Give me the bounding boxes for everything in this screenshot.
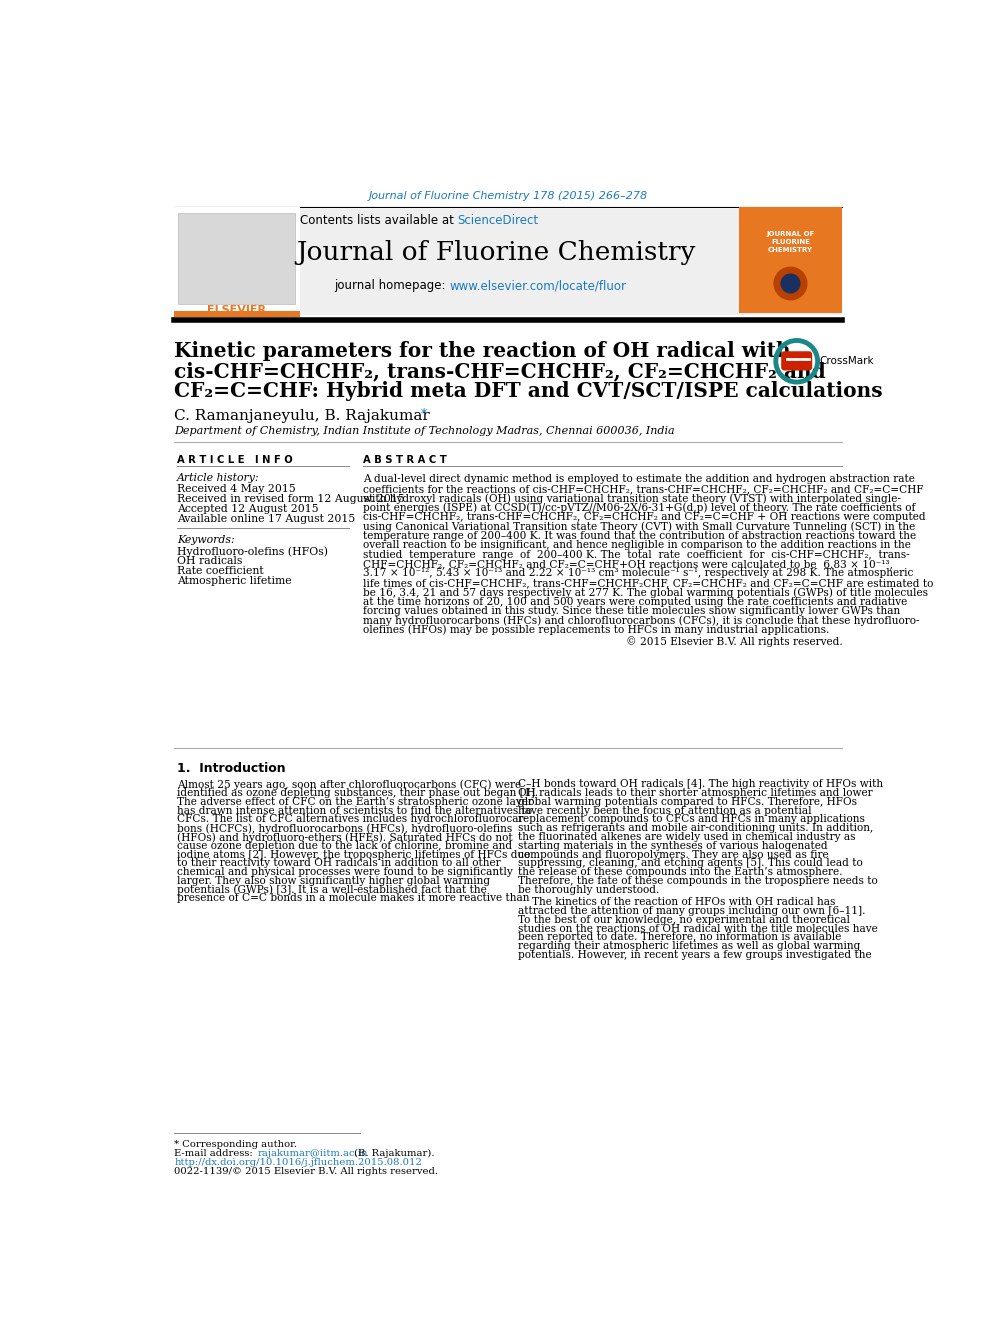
- Text: E-mail address:: E-mail address:: [175, 1148, 256, 1158]
- Circle shape: [774, 266, 807, 300]
- Text: many hydrofluorocarbons (HFCs) and chlorofluorocarbons (CFCs), it is conclude th: many hydrofluorocarbons (HFCs) and chlor…: [363, 615, 920, 626]
- Text: C. Ramanjaneyulu, B. Rajakumar: C. Ramanjaneyulu, B. Rajakumar: [175, 409, 431, 423]
- Text: larger. They also show significantly higher global warming: larger. They also show significantly hig…: [177, 876, 490, 886]
- Text: studied  temperature  range  of  200–400 K. The  total  rate  coefficient  for  : studied temperature range of 200–400 K. …: [363, 549, 910, 560]
- Text: A dual-level direct dynamic method is employed to estimate the addition and hydr: A dual-level direct dynamic method is em…: [363, 475, 915, 484]
- Text: attracted the attention of many groups including our own [6–11].: attracted the attention of many groups i…: [518, 906, 865, 916]
- Text: Contents lists available at: Contents lists available at: [300, 214, 457, 226]
- FancyBboxPatch shape: [175, 209, 842, 315]
- Text: cause ozone depletion due to the lack of chlorine, bromine and: cause ozone depletion due to the lack of…: [177, 841, 512, 851]
- Text: coefficients for the reactions of cis-CHF=CHCHF₂, trans-CHF=CHCHF₂, CF₂=CHCHF₂ a: coefficients for the reactions of cis-CH…: [363, 484, 924, 493]
- FancyBboxPatch shape: [175, 311, 300, 316]
- Text: Received in revised form 12 August 2015: Received in revised form 12 August 2015: [177, 493, 405, 504]
- Text: bons (HCFCs), hydrofluorocarbons (HFCs), hydrofluoro-olefins: bons (HCFCs), hydrofluorocarbons (HFCs),…: [177, 823, 512, 833]
- Text: ScienceDirect: ScienceDirect: [457, 214, 539, 226]
- Text: 3.17 × 10⁻¹², 5.43 × 10⁻¹³ and 2.22 × 10⁻¹³ cm³ molecule⁻¹ s⁻¹, respectively at : 3.17 × 10⁻¹², 5.43 × 10⁻¹³ and 2.22 × 10…: [363, 569, 913, 578]
- Circle shape: [781, 274, 801, 294]
- Text: journal homepage:: journal homepage:: [334, 279, 449, 292]
- Text: (B. Rajakumar).: (B. Rajakumar).: [351, 1148, 434, 1158]
- Text: iodine atoms [2]. However, the tropospheric lifetimes of HFCs due: iodine atoms [2]. However, the troposphe…: [177, 849, 530, 860]
- Text: CF₂=C=CHF: Hybrid meta DFT and CVT/SCT/ISPE calculations: CF₂=C=CHF: Hybrid meta DFT and CVT/SCT/I…: [175, 381, 883, 401]
- Text: be thoroughly understood.: be thoroughly understood.: [518, 885, 659, 894]
- Text: been reported to date. Therefore, no information is available: been reported to date. Therefore, no inf…: [518, 933, 841, 942]
- Text: cis-CHF=CHCHF₂, trans-CHF=CHCHF₂, CF₂=CHCHF₂ and CF₂=C=CHF + OH reactions were c: cis-CHF=CHCHF₂, trans-CHF=CHCHF₂, CF₂=CH…: [363, 512, 926, 523]
- Text: potentials. However, in recent years a few groups investigated the: potentials. However, in recent years a f…: [518, 950, 871, 960]
- Text: The kinetics of the reaction of HFOs with OH radical has: The kinetics of the reaction of HFOs wit…: [532, 897, 835, 908]
- Text: 1.  Introduction: 1. Introduction: [177, 762, 286, 775]
- Text: such as refrigerants and mobile air-conditioning units. In addition,: such as refrigerants and mobile air-cond…: [518, 823, 873, 833]
- Text: Received 4 May 2015: Received 4 May 2015: [177, 484, 296, 493]
- Text: JOURNAL OF
FLUORINE
CHEMISTRY: JOURNAL OF FLUORINE CHEMISTRY: [766, 232, 814, 253]
- Text: Therefore, the fate of these compounds in the troposphere needs to: Therefore, the fate of these compounds i…: [518, 876, 878, 886]
- FancyBboxPatch shape: [739, 208, 842, 312]
- Text: Journal of Fluorine Chemistry: Journal of Fluorine Chemistry: [297, 241, 695, 265]
- Text: have recently been the focus of attention as a potential: have recently been the focus of attentio…: [518, 806, 811, 816]
- Text: the fluorinated alkenes are widely used in chemical industry as: the fluorinated alkenes are widely used …: [518, 832, 855, 841]
- Text: forcing values obtained in this study. Since these title molecules show signific: forcing values obtained in this study. S…: [363, 606, 900, 617]
- Text: Hydrofluoro-olefins (HFOs): Hydrofluoro-olefins (HFOs): [177, 546, 327, 557]
- Text: starting materials in the syntheses of various halogenated: starting materials in the syntheses of v…: [518, 841, 827, 851]
- Text: rajakumar@iitm.ac.in: rajakumar@iitm.ac.in: [258, 1148, 369, 1158]
- Text: Almost 25 years ago, soon after chlorofluorocarbons (CFC) were: Almost 25 years ago, soon after chlorofl…: [177, 779, 521, 790]
- FancyBboxPatch shape: [179, 213, 295, 303]
- Text: be 16, 3.4, 21 and 57 days respectively at 277 K. The global warming potentials : be 16, 3.4, 21 and 57 days respectively …: [363, 587, 928, 598]
- Text: To the best of our knowledge, no experimental and theoretical: To the best of our knowledge, no experim…: [518, 916, 850, 925]
- Text: at the time horizons of 20, 100 and 500 years were computed using the rate coeff: at the time horizons of 20, 100 and 500 …: [363, 597, 907, 606]
- Text: compounds and fluoropolymers. They are also used as fire: compounds and fluoropolymers. They are a…: [518, 849, 828, 860]
- Text: chemical and physical processes were found to be significantly: chemical and physical processes were fou…: [177, 867, 513, 877]
- Text: cis-CHF=CHCHF₂, trans-CHF=CHCHF₂, CF₂=CHCHF₂ and: cis-CHF=CHCHF₂, trans-CHF=CHCHF₂, CF₂=CH…: [175, 361, 826, 381]
- Text: Journal of Fluorine Chemistry 178 (2015) 266–278: Journal of Fluorine Chemistry 178 (2015)…: [369, 191, 648, 201]
- Text: Article history:: Article history:: [177, 472, 259, 483]
- Text: *: *: [421, 409, 428, 421]
- Text: overall reaction to be insignificant, and hence negligible in comparison to the : overall reaction to be insignificant, an…: [363, 540, 911, 550]
- Text: (HFOs) and hydrofluoro-ethers (HFEs). Saturated HFCs do not: (HFOs) and hydrofluoro-ethers (HFEs). Sa…: [177, 832, 512, 843]
- Text: www.elsevier.com/locate/fluor: www.elsevier.com/locate/fluor: [449, 279, 627, 292]
- Text: A B S T R A C T: A B S T R A C T: [363, 455, 446, 466]
- Text: identified as ozone depleting substances, their phase out began [1].: identified as ozone depleting substances…: [177, 789, 538, 798]
- FancyBboxPatch shape: [782, 352, 812, 370]
- Text: point energies (ISPE) at CCSD(T)/cc-pVTZ//M06-2X/6-31+G(d,p) level of theory. Th: point energies (ISPE) at CCSD(T)/cc-pVTZ…: [363, 503, 915, 513]
- Text: replacement compounds to CFCs and HFCs in many applications: replacement compounds to CFCs and HFCs i…: [518, 815, 865, 824]
- Text: Atmospheric lifetime: Atmospheric lifetime: [177, 576, 292, 586]
- Text: * Corresponding author.: * Corresponding author.: [175, 1139, 298, 1148]
- Text: http://dx.doi.org/10.1016/j.jfluchem.2015.08.012: http://dx.doi.org/10.1016/j.jfluchem.201…: [175, 1158, 423, 1167]
- Text: The adverse effect of CFC on the Earth’s stratospheric ozone layer: The adverse effect of CFC on the Earth’s…: [177, 796, 533, 807]
- Text: studies on the reactions of OH radical with the title molecules have: studies on the reactions of OH radical w…: [518, 923, 878, 934]
- Text: Kinetic parameters for the reaction of OH radical with: Kinetic parameters for the reaction of O…: [175, 341, 791, 361]
- FancyBboxPatch shape: [175, 208, 300, 315]
- Text: 0022-1139/© 2015 Elsevier B.V. All rights reserved.: 0022-1139/© 2015 Elsevier B.V. All right…: [175, 1167, 438, 1176]
- Text: A R T I C L E   I N F O: A R T I C L E I N F O: [177, 455, 293, 466]
- Text: OH radicals leads to their shorter atmospheric lifetimes and lower: OH radicals leads to their shorter atmos…: [518, 789, 872, 798]
- Text: CHF=CHCHF₂, CF₂=CHCHF₂ and CF₂=C=CHF+OH reactions were calculated to be  6.83 × : CHF=CHCHF₂, CF₂=CHCHF₂ and CF₂=C=CHF+OH …: [363, 560, 893, 569]
- Text: Department of Chemistry, Indian Institute of Technology Madras, Chennai 600036, : Department of Chemistry, Indian Institut…: [175, 426, 675, 437]
- Text: life times of cis-CHF=CHCHF₂, trans-CHF=CHCHF₂CHF, CF₂=CHCHF₂ and CF₂=C=CHF are : life times of cis-CHF=CHCHF₂, trans-CHF=…: [363, 578, 933, 587]
- Text: Keywords:: Keywords:: [177, 536, 234, 545]
- Text: Rate coefficient: Rate coefficient: [177, 566, 263, 576]
- Text: to their reactivity toward OH radicals in addition to all other: to their reactivity toward OH radicals i…: [177, 859, 500, 868]
- Text: using Canonical Variational Transition state Theory (CVT) with Small Curvature T: using Canonical Variational Transition s…: [363, 521, 915, 532]
- Text: suppressing, cleaning, and etching agents [5]. This could lead to: suppressing, cleaning, and etching agent…: [518, 859, 862, 868]
- Text: Accepted 12 August 2015: Accepted 12 August 2015: [177, 504, 318, 513]
- Text: OH radicals: OH radicals: [177, 556, 242, 566]
- Text: potentials (GWPs) [3]. It is a well-established fact that the: potentials (GWPs) [3]. It is a well-esta…: [177, 885, 486, 896]
- Text: with hydroxyl radicals (OH) using variational transition state theory (VTST) wit: with hydroxyl radicals (OH) using variat…: [363, 493, 901, 504]
- Text: Available online 17 August 2015: Available online 17 August 2015: [177, 513, 355, 524]
- Text: ELSEVIER: ELSEVIER: [207, 306, 266, 315]
- Text: CrossMark: CrossMark: [819, 356, 874, 366]
- Text: temperature range of 200–400 K. It was found that the contribution of abstractio: temperature range of 200–400 K. It was f…: [363, 531, 916, 541]
- Text: regarding their atmospheric lifetimes as well as global warming: regarding their atmospheric lifetimes as…: [518, 941, 860, 951]
- Text: olefines (HFOs) may be possible replacements to HFCs in many industrial applicat: olefines (HFOs) may be possible replacem…: [363, 624, 829, 635]
- Text: CFCs. The list of CFC alternatives includes hydrochlorofluorocar-: CFCs. The list of CFC alternatives inclu…: [177, 815, 527, 824]
- Text: C–H bonds toward OH radicals [4]. The high reactivity of HFOs with: C–H bonds toward OH radicals [4]. The hi…: [518, 779, 883, 790]
- Text: has drawn intense attention of scientists to find the alternatives to: has drawn intense attention of scientist…: [177, 806, 532, 816]
- Text: presence of C=C bonds in a molecule makes it more reactive than: presence of C=C bonds in a molecule make…: [177, 893, 529, 904]
- Text: the release of these compounds into the Earth’s atmosphere.: the release of these compounds into the …: [518, 867, 842, 877]
- Text: global warming potentials compared to HFCs. Therefore, HFOs: global warming potentials compared to HF…: [518, 796, 857, 807]
- Text: © 2015 Elsevier B.V. All rights reserved.: © 2015 Elsevier B.V. All rights reserved…: [626, 636, 842, 647]
